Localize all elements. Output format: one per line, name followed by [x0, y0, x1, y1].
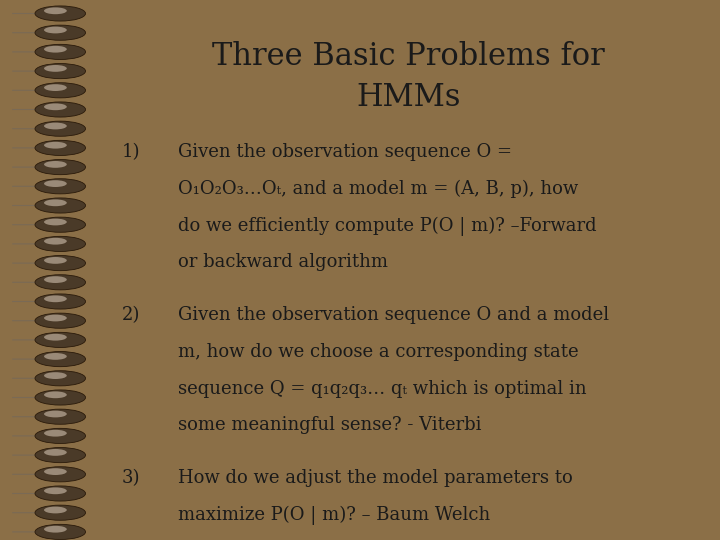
Ellipse shape — [35, 198, 86, 213]
Text: or backward algorithm: or backward algorithm — [178, 253, 388, 271]
Ellipse shape — [44, 257, 67, 264]
Ellipse shape — [35, 294, 86, 309]
Ellipse shape — [44, 507, 67, 514]
Ellipse shape — [35, 524, 86, 539]
Ellipse shape — [44, 449, 67, 456]
Ellipse shape — [35, 352, 86, 367]
Ellipse shape — [35, 237, 86, 252]
Ellipse shape — [44, 46, 67, 52]
Ellipse shape — [44, 488, 67, 494]
Ellipse shape — [44, 315, 67, 321]
Text: maximize P(O | m)? – Baum Welch: maximize P(O | m)? – Baum Welch — [178, 506, 490, 525]
Ellipse shape — [44, 199, 67, 206]
Ellipse shape — [35, 217, 86, 232]
Ellipse shape — [35, 159, 86, 174]
Text: HMMs: HMMs — [356, 82, 461, 113]
Ellipse shape — [35, 121, 86, 136]
Ellipse shape — [35, 390, 86, 405]
Text: m, how do we choose a corresponding state: m, how do we choose a corresponding stat… — [178, 343, 579, 361]
Text: Given the observation sequence O and a model: Given the observation sequence O and a m… — [178, 306, 609, 324]
Ellipse shape — [35, 102, 86, 117]
Ellipse shape — [44, 238, 67, 245]
Ellipse shape — [35, 332, 86, 347]
Ellipse shape — [44, 26, 67, 33]
Ellipse shape — [35, 448, 86, 463]
Ellipse shape — [44, 372, 67, 379]
Text: Three Basic Problems for: Three Basic Problems for — [212, 41, 605, 72]
Ellipse shape — [44, 468, 67, 475]
Ellipse shape — [44, 276, 67, 283]
Text: sequence Q = q₁q₂q₃… qₜ which is optimal in: sequence Q = q₁q₂q₃… qₜ which is optimal… — [178, 380, 587, 397]
Ellipse shape — [44, 161, 67, 168]
Ellipse shape — [35, 313, 86, 328]
Text: Given the observation sequence O =: Given the observation sequence O = — [178, 143, 512, 161]
Ellipse shape — [35, 44, 86, 59]
Ellipse shape — [44, 180, 67, 187]
Ellipse shape — [44, 219, 67, 225]
Ellipse shape — [44, 430, 67, 437]
Ellipse shape — [44, 353, 67, 360]
Ellipse shape — [35, 486, 86, 501]
Ellipse shape — [35, 371, 86, 386]
Text: some meaningful sense? - Viterbi: some meaningful sense? - Viterbi — [178, 416, 482, 434]
Text: 1): 1) — [122, 143, 140, 161]
Text: do we efficiently compute P(O | m)? –Forward: do we efficiently compute P(O | m)? –For… — [178, 217, 597, 236]
Ellipse shape — [44, 295, 67, 302]
Ellipse shape — [44, 8, 67, 14]
Ellipse shape — [35, 6, 86, 21]
Text: 2): 2) — [122, 306, 140, 324]
Ellipse shape — [44, 410, 67, 417]
Ellipse shape — [35, 64, 86, 79]
Ellipse shape — [35, 25, 86, 40]
Ellipse shape — [44, 334, 67, 341]
Text: O₁O₂O₃…Oₜ, and a model m = (A, B, p), how: O₁O₂O₃…Oₜ, and a model m = (A, B, p), ho… — [178, 180, 578, 198]
Ellipse shape — [35, 467, 86, 482]
Ellipse shape — [35, 275, 86, 290]
Ellipse shape — [44, 392, 67, 398]
Ellipse shape — [44, 142, 67, 149]
Text: How do we adjust the model parameters to: How do we adjust the model parameters to — [178, 469, 573, 487]
Ellipse shape — [44, 526, 67, 532]
Ellipse shape — [35, 505, 86, 520]
Ellipse shape — [44, 84, 67, 91]
Ellipse shape — [35, 179, 86, 194]
Ellipse shape — [44, 65, 67, 72]
Ellipse shape — [35, 83, 86, 98]
Ellipse shape — [44, 103, 67, 110]
Ellipse shape — [44, 123, 67, 130]
Ellipse shape — [35, 140, 86, 156]
Text: 3): 3) — [122, 469, 140, 487]
Ellipse shape — [35, 428, 86, 443]
Ellipse shape — [35, 409, 86, 424]
Ellipse shape — [35, 255, 86, 271]
